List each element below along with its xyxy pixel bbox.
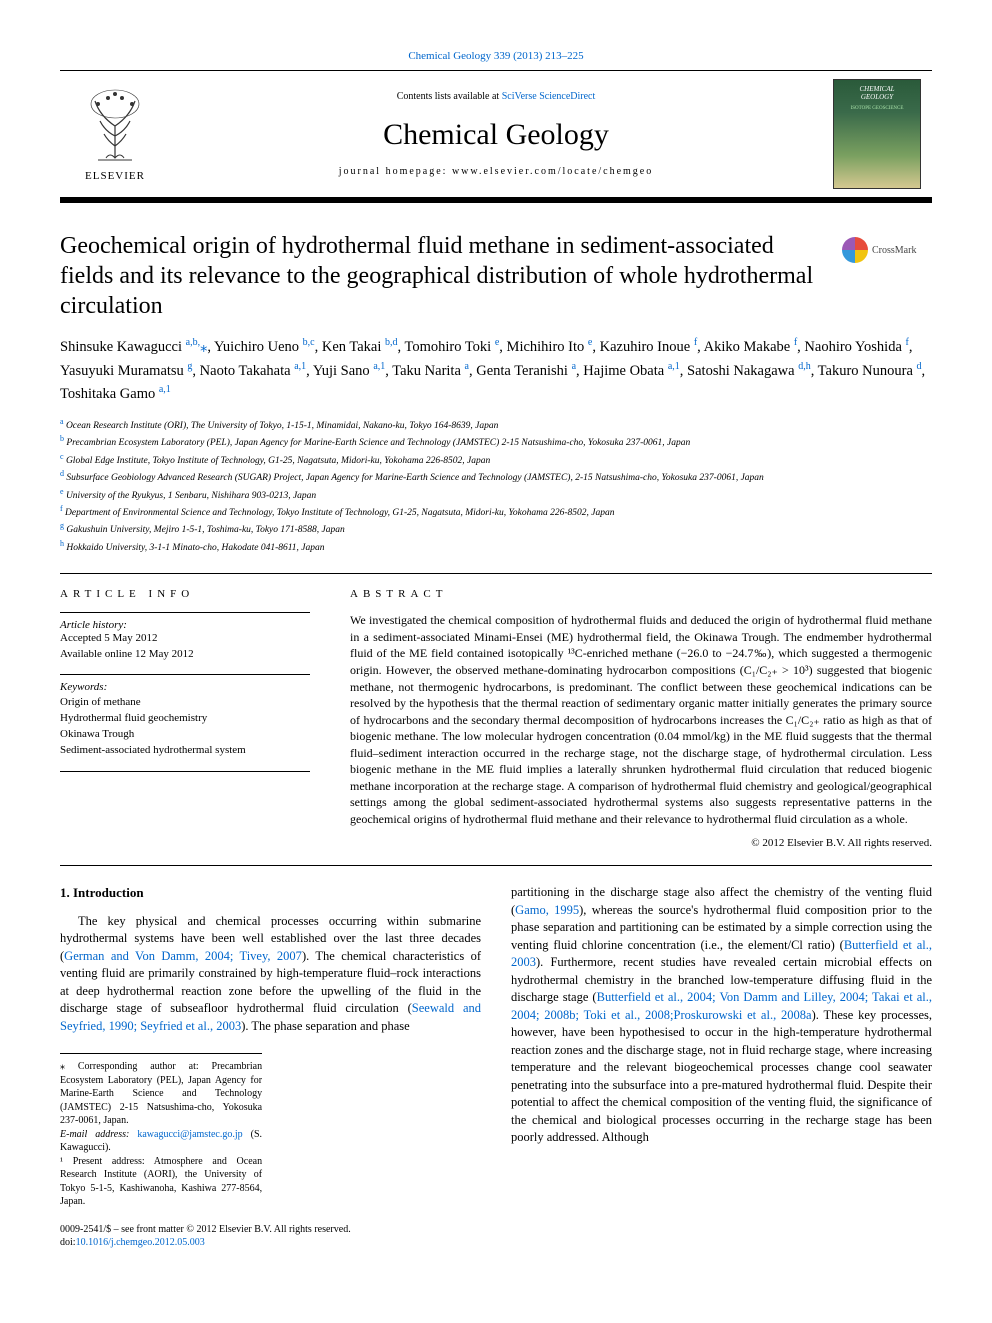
abstract-copyright: © 2012 Elsevier B.V. All rights reserved… [350,837,932,849]
affiliation-item: f Department of Environmental Science an… [60,503,932,520]
contents-prefix: Contents lists available at [397,91,502,102]
online-date: Available online 12 May 2012 [60,647,310,662]
abstract-heading: ABSTRACT [350,588,932,600]
front-matter-line: 0009-2541/$ – see front matter © 2012 El… [60,1223,481,1237]
affiliation-item: g Gakushuin University, Mejiro 1-5-1, To… [60,520,932,537]
journal-header: ELSEVIER Contents lists available at Sci… [60,70,932,203]
affiliation-item: a Ocean Research Institute (ORI), The Un… [60,416,932,433]
body-columns: 1. Introduction The key physical and che… [60,884,932,1249]
issue-reference: Chemical Geology 339 (2013) 213–225 [60,50,932,62]
intro-heading: 1. Introduction [60,884,481,902]
affiliation-item: h Hokkaido University, 3-1-1 Minato-cho,… [60,538,932,555]
divider [60,573,932,574]
keyword-item: Hydrothermal fluid geochemistry [60,711,310,727]
affiliation-item: c Global Edge Institute, Tokyo Institute… [60,451,932,468]
history-heading: Article history: [60,619,310,631]
keyword-item: Sediment-associated hydrothermal system [60,743,310,759]
elsevier-logo: ELSEVIER [60,71,170,197]
crossmark-label: CrossMark [872,245,916,256]
abstract-panel: ABSTRACT We investigated the chemical co… [350,588,932,849]
doi-link[interactable]: 10.1016/j.chemgeo.2012.05.003 [76,1237,205,1248]
doi-block: 0009-2541/$ – see front matter © 2012 El… [60,1223,481,1250]
corresponding-footnote: ⁎ Corresponding author at: Precambrian E… [60,1060,262,1128]
scidirect-link[interactable]: SciVerse ScienceDirect [502,91,596,102]
journal-cover [822,71,932,197]
divider [60,865,932,866]
keywords-list: Origin of methaneHydrothermal fluid geoc… [60,695,310,759]
crossmark-badge[interactable]: CrossMark [842,235,932,265]
author-email-link[interactable]: kawagucci@jamstec.go.jp [137,1129,242,1140]
affiliation-item: d Subsurface Geobiology Advanced Researc… [60,468,932,485]
article-info-panel: ARTICLE INFO Article history: Accepted 5… [60,588,310,849]
journal-cover-thumb [833,79,921,189]
article-info-heading: ARTICLE INFO [60,588,310,600]
accepted-date: Accepted 5 May 2012 [60,631,310,646]
author-list: Shinsuke Kawagucci a,b,⁎, Yuichiro Ueno … [60,335,932,406]
contents-line: Contents lists available at SciVerse Sci… [178,91,814,102]
email-footnote: E-mail address: kawagucci@jamstec.go.jp … [60,1128,262,1155]
affiliation-item: b Precambrian Ecosystem Laboratory (PEL)… [60,433,932,450]
doi-prefix: doi: [60,1237,76,1248]
article-title: Geochemical origin of hydrothermal fluid… [60,231,932,321]
homepage-url: www.elsevier.com/locate/chemgeo [452,166,653,177]
body-col-right: partitioning in the discharge stage also… [511,884,932,1249]
email-label: E-mail address: [60,1129,137,1140]
present-address-footnote: ¹ Present address: Atmosphere and Ocean … [60,1155,262,1209]
journal-name: Chemical Geology [178,118,814,152]
issue-reference-link[interactable]: Chemical Geology 339 (2013) 213–225 [408,50,583,62]
intro-para-2: partitioning in the discharge stage also… [511,884,932,1147]
intro-para-1: The key physical and chemical processes … [60,913,481,1036]
keyword-item: Origin of methane [60,695,310,711]
affiliation-list: a Ocean Research Institute (ORI), The Un… [60,416,932,556]
body-col-left: 1. Introduction The key physical and che… [60,884,481,1249]
journal-homepage: journal homepage: www.elsevier.com/locat… [178,166,814,177]
affiliation-item: e University of the Ryukyus, 1 Senbaru, … [60,486,932,503]
footnotes: ⁎ Corresponding author at: Precambrian E… [60,1053,262,1209]
keywords-heading: Keywords: [60,681,310,693]
homepage-prefix: journal homepage: [339,166,452,177]
elsevier-tree-icon [80,86,150,166]
crossmark-icon [842,237,868,263]
keyword-item: Okinawa Trough [60,727,310,743]
elsevier-label: ELSEVIER [85,170,145,182]
abstract-body: We investigated the chemical composition… [350,612,932,827]
